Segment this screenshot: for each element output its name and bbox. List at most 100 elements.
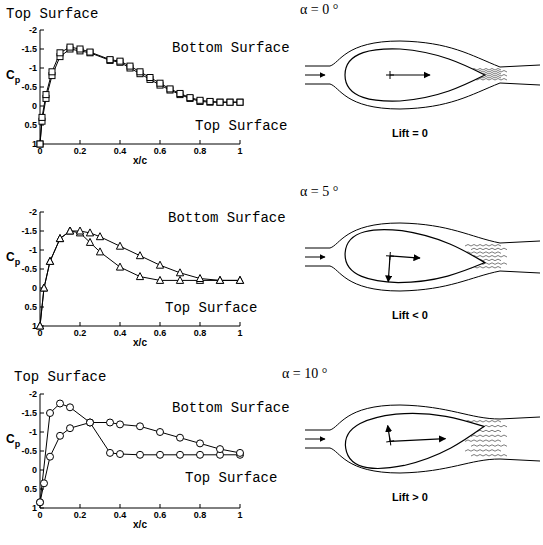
marker (207, 98, 213, 104)
marker (117, 58, 123, 64)
marker (87, 419, 94, 426)
x-tick (120, 322, 121, 326)
x-axis (40, 144, 240, 145)
force-arrow (390, 256, 420, 258)
y-tick (40, 413, 44, 414)
x-tick (80, 504, 81, 508)
x-tick (200, 140, 201, 144)
marker (217, 99, 223, 105)
marker (187, 95, 193, 101)
marker (236, 276, 243, 283)
marker (86, 229, 93, 236)
wake-squiggle (471, 445, 507, 447)
marker (157, 80, 163, 86)
x-tick-label: 0.8 (194, 146, 207, 156)
marker (67, 404, 74, 411)
y-tick (40, 269, 44, 270)
wake-squiggle (471, 248, 507, 250)
y-axis-title: Cp (6, 250, 21, 267)
marker (87, 49, 93, 55)
x-tick (160, 140, 161, 144)
y-axis-title-main: C (6, 432, 15, 446)
x-tick-label: 0 (37, 510, 42, 520)
marker (47, 453, 54, 460)
x-tick-label: 0.4 (114, 328, 127, 338)
surface-label: Top Surface (165, 300, 257, 316)
y-tick (40, 432, 44, 433)
airfoil (345, 49, 485, 101)
lift-label: Lift > 0 (392, 491, 428, 503)
x-tick-label: 0.6 (154, 510, 167, 520)
marker (176, 276, 183, 283)
x-tick-label: 1 (237, 510, 242, 520)
marker (107, 419, 114, 426)
marker (87, 419, 94, 426)
marker (39, 114, 45, 120)
airfoil-diagram (305, 223, 540, 291)
marker (107, 57, 113, 63)
y-tick-label: 0 (32, 101, 37, 111)
y-tick (40, 394, 44, 395)
marker (66, 227, 73, 234)
force-arrow (388, 426, 391, 442)
y-tick-label: 1 (32, 139, 37, 149)
marker (177, 90, 183, 96)
marker (57, 432, 64, 439)
y-tick (40, 106, 44, 107)
force-arrow (390, 74, 430, 75)
y-axis-title-sub: p (15, 257, 21, 267)
y-tick-label: -1 (29, 427, 37, 437)
airfoil-diagram (305, 401, 540, 475)
marker (77, 46, 83, 52)
marker (157, 451, 164, 458)
marker (116, 263, 123, 270)
inflow-arrow (305, 75, 325, 76)
y-tick-label: -2 (29, 25, 37, 35)
x-tick (160, 504, 161, 508)
marker (40, 284, 47, 291)
marker (237, 99, 243, 105)
y-axis-title-sub: p (15, 75, 21, 85)
marker (187, 95, 193, 101)
marker (37, 499, 44, 506)
marker (57, 50, 63, 56)
marker (136, 252, 143, 259)
marker (177, 451, 184, 458)
marker (236, 276, 243, 283)
marker (57, 400, 64, 407)
surface-label: Top Surface (195, 118, 287, 134)
marker (216, 276, 223, 283)
cp-line (40, 423, 240, 503)
y-tick (40, 451, 44, 452)
airfoil (342, 401, 488, 475)
surface-label: Top Surface (6, 6, 98, 22)
marker (217, 99, 223, 105)
marker (96, 233, 103, 240)
y-tick-label: -1 (29, 63, 37, 73)
y-tick-label: -1.5 (21, 44, 37, 54)
marker (40, 284, 47, 291)
y-tick-label: -2 (29, 389, 37, 399)
panel-title: α = 0 ° (300, 2, 338, 17)
y-axis-title-sub: p (15, 439, 21, 449)
marker (197, 97, 203, 103)
force-arrow (388, 256, 390, 282)
y-tick-label: -2 (29, 207, 37, 217)
marker (47, 410, 54, 417)
panel-title: α = 5 ° (300, 184, 338, 199)
wake-squiggle (471, 455, 507, 457)
y-tick-label: -0.5 (21, 264, 37, 274)
marker (43, 92, 49, 98)
y-tick-label: 0.5 (24, 120, 37, 130)
marker (49, 69, 55, 75)
marker (237, 449, 244, 456)
airfoil-shape (342, 401, 488, 475)
y-tick (40, 49, 44, 50)
y-axis-title: Cp (6, 68, 21, 85)
x-axis-title: x/c (133, 155, 147, 166)
marker (46, 257, 53, 264)
y-tick (40, 68, 44, 69)
marker (37, 141, 43, 147)
y-tick-label: 0 (32, 465, 37, 475)
marker (197, 451, 204, 458)
